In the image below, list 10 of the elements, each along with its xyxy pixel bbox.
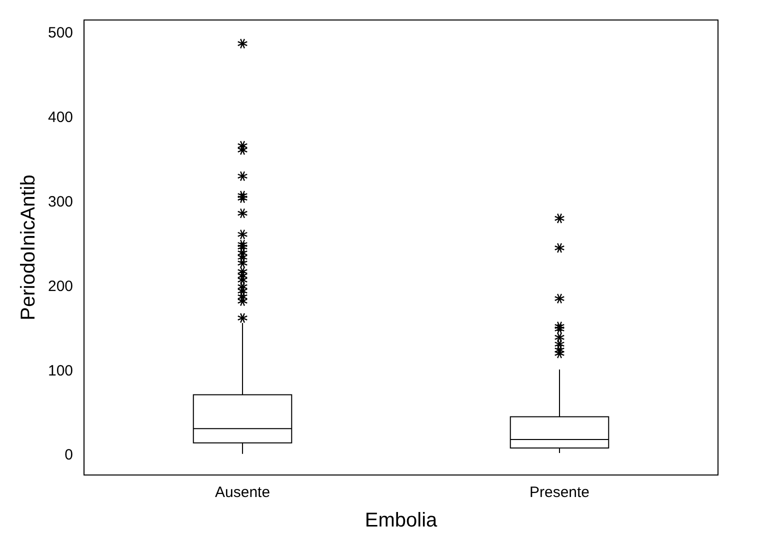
y-tick-label: 300 [48,193,74,210]
x-axis-title: Embolia [364,510,438,532]
x-tick-label: Ausente [214,484,270,502]
x-tick-label: Presente [529,484,590,502]
y-tick-label: 400 [48,109,74,126]
y-tick-label: 0 [64,446,74,464]
y-tick-label: 100 [48,362,74,380]
y-tick-label: 500 [48,24,74,42]
y-tick-label: 200 [48,278,74,295]
y-axis-title: PeriodoInicAntib [18,174,40,320]
